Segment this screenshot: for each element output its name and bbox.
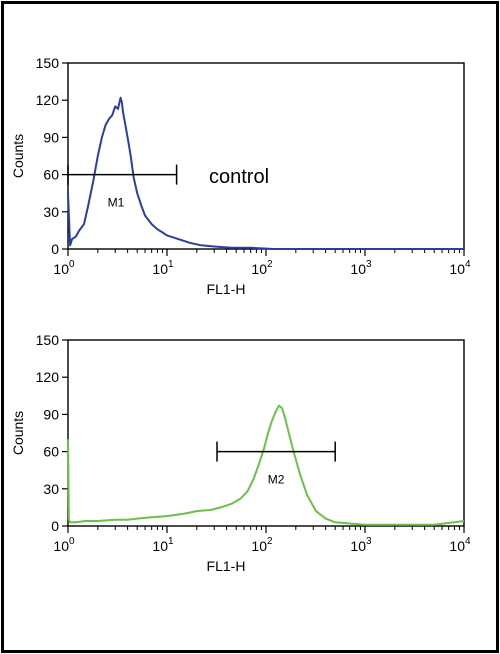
x-tick-base: 10 [350,538,366,554]
y-tick-label: 90 [43,406,59,422]
y-axis-label: Counts [10,134,26,178]
x-tick-base: 10 [53,261,69,277]
y-tick-label: 60 [43,167,59,183]
x-tick-exponent: 4 [465,259,471,270]
y-tick-label: 0 [51,241,59,257]
gate-marker-label: M1 [108,196,125,210]
x-tick-exponent: 1 [168,259,174,270]
y-axis-label: Counts [10,411,26,455]
gate-marker-label: M2 [268,473,285,487]
x-tick-base: 10 [251,538,267,554]
y-tick-label: 120 [36,92,60,108]
sample-annotation: control [209,166,269,188]
x-tick-label: 104 [449,259,471,277]
histogram-line [67,96,464,250]
y-tick-label: 150 [36,55,60,71]
y-tick-label: 30 [43,481,59,497]
y-tick-label: 150 [36,332,60,348]
y-tick-label: 60 [43,444,59,460]
x-tick-exponent: 3 [366,536,372,547]
x-tick-exponent: 3 [366,259,372,270]
x-tick-label: 101 [152,536,174,554]
x-tick-exponent: 0 [69,536,75,547]
x-tick-label: 103 [350,536,372,554]
x-tick-label: 103 [350,259,372,277]
x-tick-exponent: 4 [465,536,471,547]
x-tick-base: 10 [152,538,168,554]
plot-area [67,62,465,250]
histogram-line [67,404,465,526]
x-tick-base: 10 [449,538,465,554]
x-tick-base: 10 [449,261,465,277]
x-axis-label: FL1-H [207,558,246,574]
x-tick-base: 10 [53,538,69,554]
y-tick-label: 120 [36,369,60,385]
x-tick-exponent: 2 [267,536,273,547]
x-tick-base: 10 [350,261,366,277]
x-tick-label: 100 [53,536,75,554]
x-tick-label: 104 [449,536,471,554]
y-tick-label: 0 [51,518,59,534]
y-tick-label: 90 [43,129,59,145]
x-tick-label: 101 [152,259,174,277]
x-tick-exponent: 2 [267,259,273,270]
x-axis-label: FL1-H [207,281,246,297]
x-tick-exponent: 1 [168,536,174,547]
x-tick-base: 10 [251,261,267,277]
y-tick-label: 30 [43,204,59,220]
plot-area [67,339,465,527]
x-tick-label: 102 [251,536,273,554]
x-tick-exponent: 0 [69,259,75,270]
x-tick-label: 102 [251,259,273,277]
x-tick-base: 10 [152,261,168,277]
x-tick-label: 100 [53,259,75,277]
